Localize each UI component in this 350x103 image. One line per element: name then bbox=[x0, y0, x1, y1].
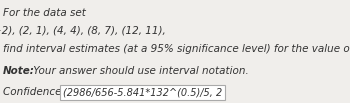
Text: For the data set: For the data set bbox=[3, 8, 85, 18]
Text: Confidence Interval =: Confidence Interval = bbox=[3, 87, 119, 97]
Text: find interval estimates (at a 95% significance level) for the value of y corresp: find interval estimates (at a 95% signif… bbox=[3, 44, 350, 54]
Text: Note:: Note: bbox=[3, 66, 35, 75]
Text: (−3, −2), (2, 1), (4, 4), (8, 7), (12, 11),: (−3, −2), (2, 1), (4, 4), (8, 7), (12, 1… bbox=[0, 25, 166, 35]
Text: (2986/656-5.841*132^(0.5)/5, 2: (2986/656-5.841*132^(0.5)/5, 2 bbox=[63, 88, 222, 98]
Text: Your answer should use interval notation.: Your answer should use interval notation… bbox=[30, 66, 249, 75]
